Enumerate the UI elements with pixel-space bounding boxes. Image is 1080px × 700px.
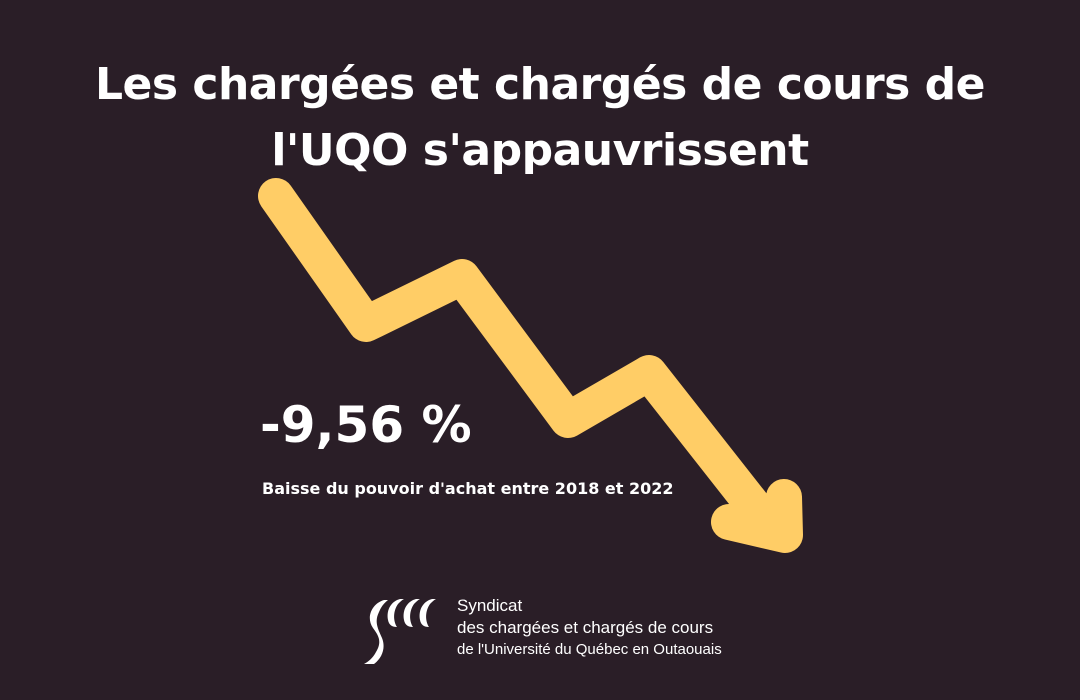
headline-line-1: Les chargées et chargés de cours de: [94, 59, 986, 110]
statistic-caption: Baisse du pouvoir d'achat entre 2018 et …: [262, 479, 674, 498]
organization-line-2: des chargées et chargés de cours: [457, 618, 714, 637]
headline: Les chargées et chargés de cours de l'UQ…: [0, 52, 1080, 184]
sccuqo-logo-icon: [364, 599, 436, 664]
organization-line-1: Syndicat: [457, 596, 523, 615]
organization-line-3: de l'Université du Québec en Outaouais: [457, 641, 722, 658]
statistic-value: -9,56 %: [260, 396, 472, 454]
organization-name: Syndicat des chargées et chargés de cour…: [457, 595, 722, 661]
headline-line-2: l'UQO s'appauvrissent: [271, 125, 809, 176]
